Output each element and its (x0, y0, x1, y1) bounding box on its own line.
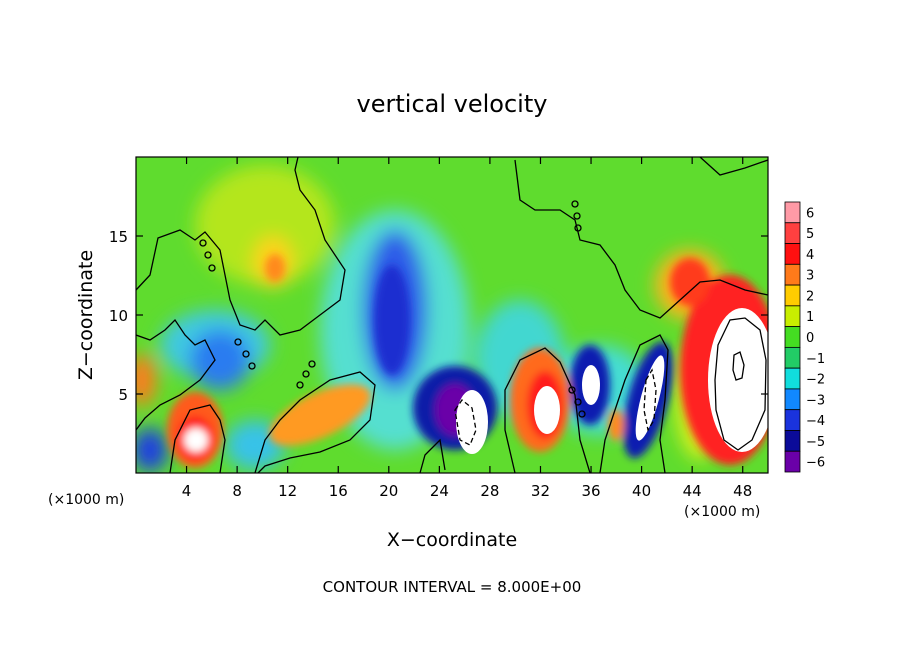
colorbar-swatch (784, 367, 801, 390)
downdraft-white-a (456, 390, 488, 454)
chart-title: vertical velocity (357, 90, 548, 118)
zero-contour-top-right (514, 159, 768, 319)
colorbar-swatch (784, 326, 801, 348)
colorbar-swatch (784, 409, 801, 431)
colorbar-swatch (784, 450, 801, 473)
zero-contour-lower (169, 404, 226, 473)
colorbar-label: 6 (806, 206, 814, 221)
contour-ring (234, 338, 242, 346)
strong-contour-right (714, 317, 767, 451)
x-tick-label: 12 (278, 482, 297, 500)
x-tick-label: 24 (430, 482, 449, 500)
x-tick-label: 8 (232, 482, 242, 500)
zero-contour-main (136, 157, 346, 336)
y-tick-label: 10 (109, 307, 128, 325)
colorbar-label: 5 (806, 227, 814, 242)
updraft-orange-upper (265, 254, 285, 282)
colorbar: 6 5 4 3 2 1 0 −1 −2 −3 −4 −5 −6 (784, 201, 825, 473)
neg-contour-c (643, 368, 657, 432)
colorbar-label: 4 (806, 248, 814, 263)
blob-yellow-green-upper (195, 165, 335, 285)
colorbar-label: 3 (806, 269, 814, 284)
contour-interval-note: CONTOUR INTERVAL = 8.000E+00 (323, 578, 582, 596)
colorbar-label: −5 (806, 435, 825, 450)
neg-contour-a (454, 399, 477, 446)
downdraft-white-c (635, 355, 665, 441)
blob-blue-core (374, 265, 410, 375)
contour-ring (204, 251, 212, 259)
colorbar-swatch (784, 346, 801, 369)
colorbar-label: 1 (806, 310, 814, 325)
downdraft-white-b (582, 365, 600, 405)
x-axis-ticks: 4 8 12 16 20 24 28 32 36 40 44 48 (182, 157, 752, 500)
zero-contour-left (136, 318, 216, 431)
contour-ring (208, 264, 216, 272)
updraft-red-right-top (670, 258, 710, 306)
contour-ring (302, 370, 310, 378)
x-axis-label: X−coordinate (387, 529, 517, 551)
x-tick-label: 28 (480, 482, 499, 500)
updraft-orange-mid (269, 384, 371, 446)
colorbar-swatch (784, 243, 801, 265)
x-tick-label: 20 (379, 482, 398, 500)
contour-ring (574, 398, 582, 406)
colorbar-label: −6 (806, 456, 825, 471)
contour-ring (574, 224, 582, 232)
colorbar-swatch (784, 305, 801, 328)
x-tick-label: 48 (733, 482, 752, 500)
colorbar-swatch (784, 263, 801, 286)
contour-ring (242, 350, 250, 358)
velocity-field (136, 157, 768, 473)
y-tick-label: 15 (109, 228, 128, 246)
z-unit-label: (×1000 m) (48, 492, 124, 508)
blob-blue-bottom-left (136, 428, 168, 472)
strong-contour-core (732, 351, 745, 381)
updraft-white-center (534, 386, 560, 434)
x-tick-label: 16 (329, 482, 348, 500)
colorbar-swatch (784, 201, 801, 224)
x-unit-label: (×1000 m) (684, 504, 760, 520)
contour-ring (578, 410, 586, 418)
colorbar-label: −2 (806, 373, 825, 388)
zero-contour-right (504, 347, 591, 473)
colorbar-swatch (784, 430, 801, 452)
contour-ring (248, 362, 256, 370)
colorbar-label: 2 (806, 289, 814, 304)
zero-contour-strip (699, 157, 768, 176)
contour-ring (573, 212, 581, 220)
x-tick-label: 32 (531, 482, 550, 500)
contour-ring (199, 239, 207, 247)
x-tick-label: 40 (632, 482, 651, 500)
contour-lines (136, 157, 768, 473)
contour-ring (571, 200, 579, 208)
colorbar-label: −4 (806, 414, 825, 429)
x-tick-label: 36 (581, 482, 600, 500)
contour-ring (308, 360, 316, 368)
zero-contour-ridge (254, 371, 376, 473)
zero-contour-center (419, 438, 446, 473)
colorbar-label: −3 (806, 393, 825, 408)
x-tick-label: 4 (182, 482, 192, 500)
updraft-white-left (184, 428, 208, 452)
contour-ring (568, 386, 576, 394)
colorbar-swatch (784, 284, 801, 307)
colorbar-swatch (784, 222, 801, 244)
colorbar-label: 0 (806, 331, 814, 346)
contour-ring (296, 381, 304, 389)
y-axis-ticks: 5 10 15 (109, 228, 768, 404)
blob-blue-left (190, 330, 250, 390)
x-tick-label: 44 (683, 482, 702, 500)
zero-contour-far-right (599, 334, 669, 473)
blob-orange-left (136, 354, 156, 406)
colorbar-swatch (784, 388, 801, 411)
y-axis-label: Z−coordinate (75, 250, 97, 380)
y-tick-label: 5 (118, 386, 128, 404)
colorbar-label: −1 (806, 352, 825, 367)
